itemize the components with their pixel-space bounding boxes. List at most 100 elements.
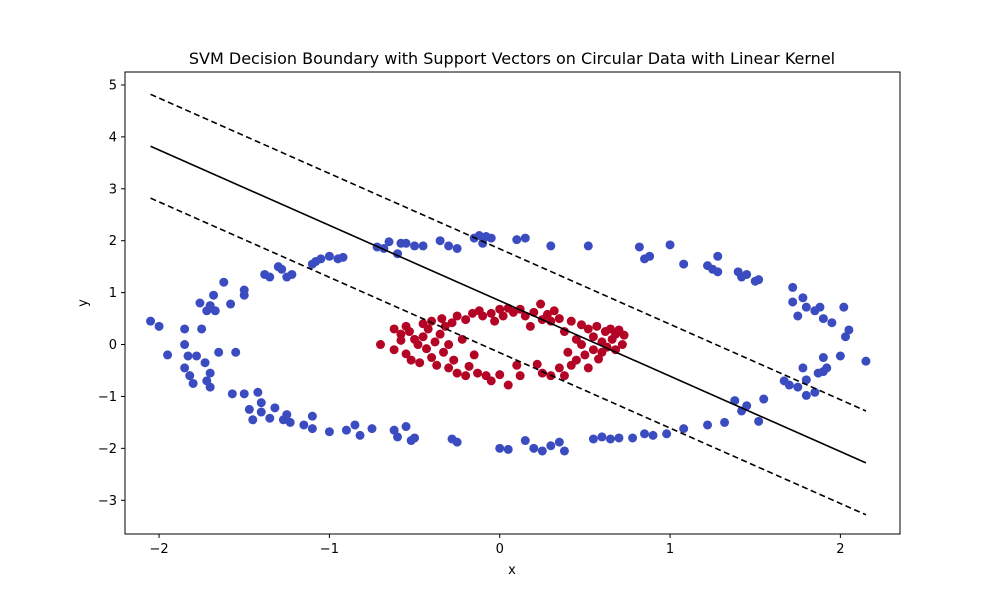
data-point-series-0-9 — [192, 351, 202, 361]
y-axis-label: y — [76, 299, 91, 307]
data-point-series-0-77 — [474, 231, 484, 241]
y-tick-label: 3 — [109, 182, 117, 197]
data-point-series-0-87 — [537, 446, 547, 456]
data-point-series-1-10 — [413, 340, 423, 350]
data-point-series-0-85 — [520, 436, 530, 446]
data-point-series-1-59 — [542, 309, 552, 319]
data-point-series-0-28 — [244, 404, 254, 414]
data-point-series-0-124 — [784, 380, 794, 390]
data-point-series-1-68 — [566, 316, 576, 326]
data-point-series-0-131 — [801, 390, 811, 400]
data-point-series-0-71 — [435, 236, 445, 246]
data-point-series-0-42 — [285, 417, 295, 427]
data-point-series-0-104 — [665, 240, 675, 250]
data-point-series-1-25 — [444, 340, 454, 350]
data-point-series-0-26 — [227, 389, 237, 399]
data-point-series-0-44 — [299, 420, 309, 430]
data-point-series-1-65 — [559, 371, 569, 381]
data-point-series-1-4 — [396, 335, 406, 345]
data-point-series-0-111 — [713, 251, 723, 261]
data-point-series-0-49 — [316, 254, 326, 264]
data-point-series-1-41 — [486, 376, 496, 386]
x-tick-label: −1 — [320, 542, 339, 557]
data-point-series-0-5 — [183, 351, 193, 361]
data-point-series-0-0 — [146, 316, 156, 326]
data-point-series-0-36 — [270, 403, 280, 413]
data-point-series-1-26 — [447, 318, 457, 328]
data-point-series-1-77 — [588, 332, 598, 342]
data-point-series-1-23 — [440, 321, 450, 331]
data-point-series-0-38 — [277, 264, 287, 274]
data-point-series-0-135 — [810, 387, 820, 397]
data-point-series-1-91 — [619, 330, 629, 340]
data-point-series-0-72 — [444, 241, 454, 251]
data-point-series-1-36 — [473, 368, 483, 378]
data-point-series-0-83 — [512, 235, 522, 245]
data-point-series-1-57 — [537, 368, 547, 378]
data-point-series-0-8 — [188, 378, 198, 388]
data-point-series-1-72 — [576, 320, 586, 330]
data-point-series-1-7 — [404, 327, 414, 337]
data-point-series-0-79 — [486, 233, 496, 243]
data-point-series-0-69 — [410, 241, 420, 251]
data-point-series-1-46 — [503, 380, 513, 390]
data-point-series-1-75 — [583, 324, 593, 334]
data-point-series-1-74 — [580, 350, 590, 360]
axes: −2 −1 0 1 2 −3 −2 −1 0 1 2 3 4 5 — [98, 78, 845, 557]
x-tick-label: −2 — [149, 542, 168, 557]
data-point-series-0-110 — [713, 267, 723, 277]
data-point-series-0-101 — [645, 251, 655, 261]
data-point-series-1-43 — [495, 370, 505, 380]
data-point-series-1-24 — [444, 363, 454, 373]
data-point-series-0-120 — [754, 275, 764, 285]
data-point-series-0-7 — [185, 371, 195, 381]
data-point-series-0-66 — [401, 238, 411, 248]
data-point-series-0-2 — [163, 350, 173, 360]
data-point-series-1-16 — [427, 353, 437, 363]
data-point-series-1-22 — [439, 347, 449, 357]
data-point-series-0-112 — [720, 417, 730, 427]
data-point-series-0-6 — [180, 363, 190, 373]
data-point-series-0-86 — [529, 443, 539, 453]
data-point-series-1-40 — [486, 308, 496, 318]
data-point-series-1-17 — [427, 316, 437, 326]
data-point-series-1-21 — [437, 314, 447, 324]
data-point-series-0-88 — [546, 441, 556, 451]
data-point-series-0-20 — [214, 347, 224, 357]
data-point-series-0-102 — [648, 430, 658, 440]
data-point-series-0-90 — [554, 437, 564, 447]
data-point-series-1-8 — [406, 355, 416, 365]
data-point-series-1-56 — [536, 299, 546, 309]
data-point-series-0-130 — [798, 293, 808, 303]
data-point-series-0-35 — [265, 413, 275, 423]
data-point-series-0-51 — [324, 251, 334, 261]
data-point-series-0-145 — [840, 332, 850, 342]
data-point-series-0-40 — [282, 410, 292, 420]
data-point-series-1-42 — [490, 316, 500, 326]
data-point-series-1-45 — [498, 311, 508, 321]
data-point-series-0-132 — [801, 302, 811, 312]
decision-boundary-line — [150, 145, 867, 464]
data-point-series-1-79 — [592, 321, 602, 331]
data-point-series-0-121 — [754, 416, 764, 426]
data-point-series-1-34 — [467, 308, 477, 318]
data-point-series-0-137 — [815, 302, 825, 312]
data-point-series-0-125 — [788, 297, 798, 307]
data-point-series-1-19 — [432, 360, 442, 370]
data-point-series-0-97 — [628, 433, 638, 443]
data-point-series-0-21 — [219, 277, 229, 287]
margin-line-2 — [150, 197, 867, 516]
data-point-series-0-61 — [389, 425, 399, 435]
data-point-series-0-34 — [265, 272, 275, 282]
data-point-series-0-31 — [256, 407, 266, 417]
x-axis-label: x — [508, 563, 516, 578]
data-point-series-1-12 — [418, 332, 428, 342]
data-point-series-0-142 — [827, 318, 837, 328]
y-tick-label: 2 — [109, 234, 117, 249]
data-point-series-1-71 — [571, 355, 581, 365]
data-point-series-0-99 — [640, 429, 650, 439]
data-point-series-0-45 — [307, 424, 317, 434]
data-point-series-0-105 — [679, 259, 689, 269]
x-tick-label: 0 — [496, 542, 504, 557]
